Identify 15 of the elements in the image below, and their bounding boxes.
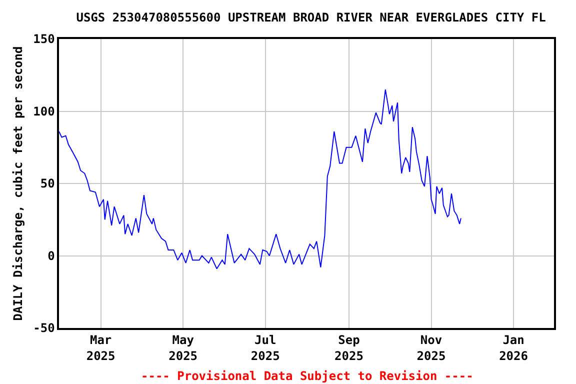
chart-title: USGS 253047080555600 UPSTREAM BROAD RIVER NEAR EVERGLADES CITY FL	[76, 10, 546, 24]
x-tick-label: May 2025	[168, 333, 198, 363]
x-tick-label: Nov 2025	[416, 333, 446, 363]
line-series	[59, 89, 462, 270]
text: ---- Provisional Data Subject to Revision ----	[141, 369, 474, 383]
y-tick-label: 150	[33, 32, 55, 46]
x-tick-label: Jul 2025	[250, 333, 280, 363]
x-tick-label: Jan 2026	[499, 333, 528, 363]
x-tick-label: Sep 2025	[334, 333, 364, 363]
y-tick-label: 50	[40, 176, 55, 191]
y-tick-label: 100	[33, 104, 55, 118]
x-tick-label: Mar 2025	[86, 333, 116, 363]
y-axis-title: DAILY Discharge, cubic feet per second	[10, 46, 25, 321]
y-tick-label: 0	[48, 248, 55, 263]
y-tick-label: -50	[33, 321, 55, 336]
